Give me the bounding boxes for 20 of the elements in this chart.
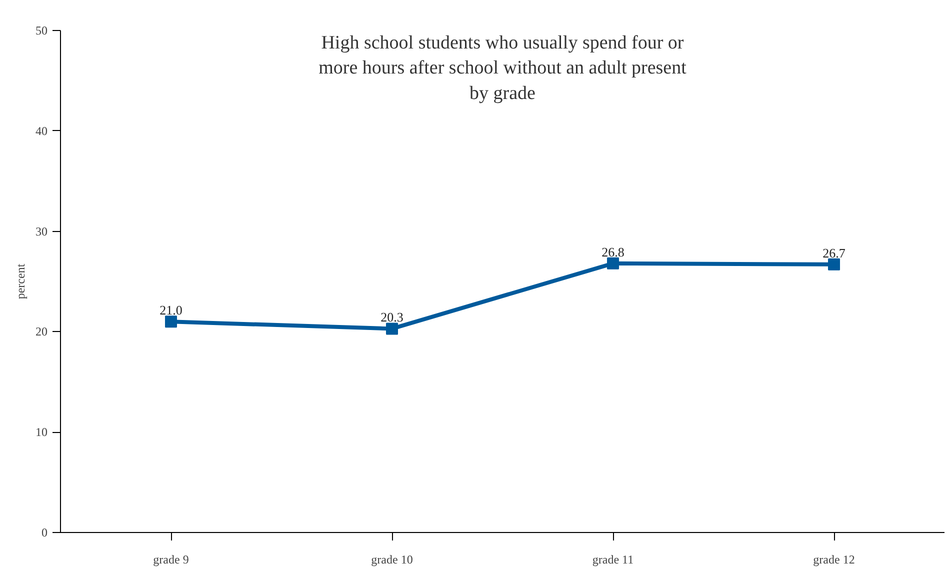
data-label: 26.7 [822, 245, 846, 260]
x-tick-label: grade 10 [371, 552, 413, 566]
x-tick-label: grade 11 [592, 552, 634, 566]
point [386, 322, 398, 335]
text: High school students who usually spend four or more hours after school without an adult present by grade [318, 32, 688, 104]
data-label: 21.0 [160, 302, 182, 318]
point [165, 316, 177, 328]
x-tick-label: grade 12 [813, 552, 855, 566]
x-tick-label: grade 9 [153, 552, 189, 566]
data-label: 26.8 [602, 244, 624, 260]
y-tick-label: 40 [36, 124, 48, 138]
y-tick-label: 50 [36, 24, 48, 38]
point [828, 258, 840, 270]
y-tick-label: 10 [36, 425, 48, 440]
y-tick-label: 30 [36, 224, 48, 238]
y-axis-title: percent [14, 263, 28, 300]
y-tick-label: 0 [42, 526, 48, 540]
data-label: 20.3 [380, 310, 404, 325]
y-tick-label: 20 [36, 324, 48, 339]
point [607, 257, 619, 270]
